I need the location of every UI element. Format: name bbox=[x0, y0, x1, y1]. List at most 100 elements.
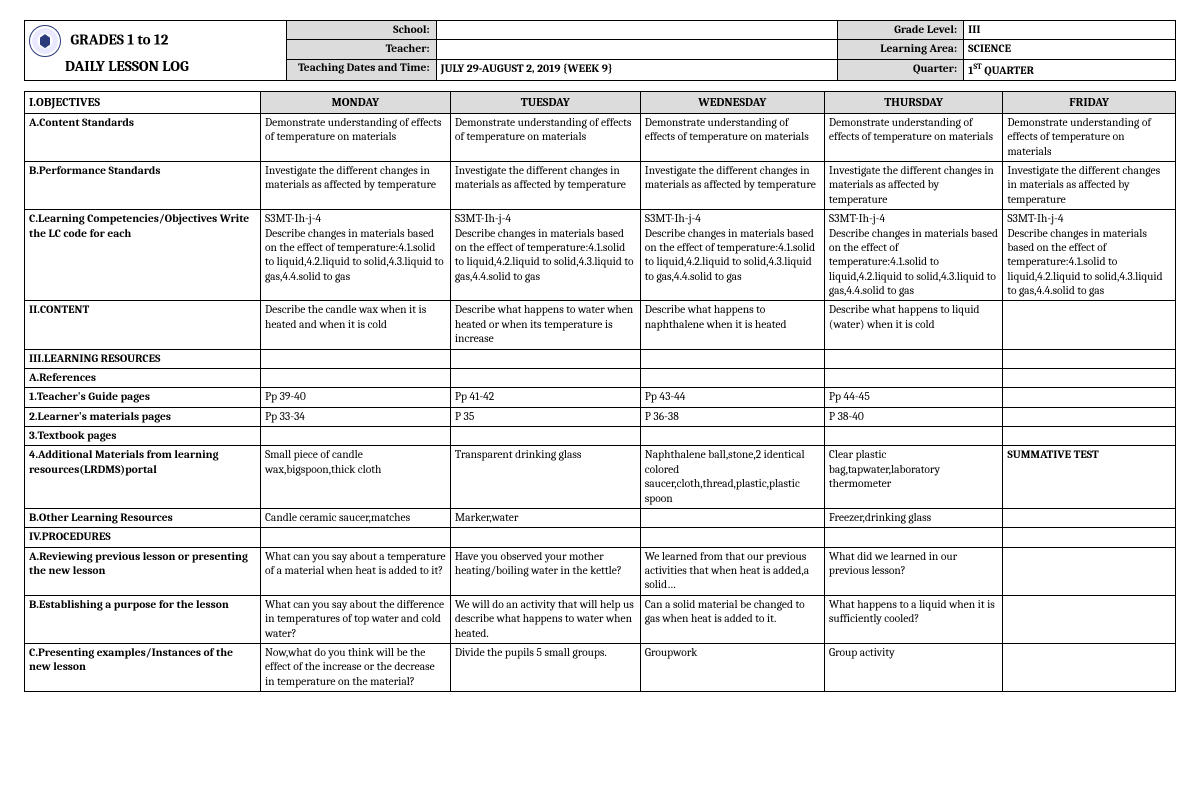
col-wednesday: WEDNESDAY bbox=[640, 91, 824, 113]
row-competencies: C.Learning Competencies/Objectives Write… bbox=[25, 210, 1176, 301]
label-content-standards: A.Content Standards bbox=[25, 113, 261, 161]
cell: S3MT-Ih-j-4Describe changes in materials… bbox=[260, 210, 450, 301]
cell: Demonstrate understanding of effects of … bbox=[640, 113, 824, 161]
cell: We will do an activity that will help us… bbox=[450, 595, 640, 643]
cell: Transparent drinking glass bbox=[450, 446, 640, 509]
cell: What can you say about a temperature of … bbox=[260, 547, 450, 595]
row-performance-standards: B.Performance Standards Investigate the … bbox=[25, 162, 1176, 210]
cell bbox=[1003, 427, 1176, 446]
col-tuesday: TUESDAY bbox=[450, 91, 640, 113]
cell: Freezer,drinking glass bbox=[824, 508, 1002, 527]
cell: What happens to a liquid when it is suff… bbox=[824, 595, 1002, 643]
document-title: GRADES 1 to 12 DAILY LESSON LOG bbox=[25, 21, 287, 81]
label-review: A.Reviewing previous lesson or presentin… bbox=[25, 547, 261, 595]
cell: Divide the pupils 5 small groups. bbox=[450, 643, 640, 691]
cell bbox=[450, 368, 640, 387]
row-content-standards: A.Content Standards Demonstrate understa… bbox=[25, 113, 1176, 161]
cell: Pp 43-44 bbox=[640, 388, 824, 407]
value-grade: III bbox=[964, 21, 1176, 40]
cell: Investigate the different changes in mat… bbox=[1003, 162, 1176, 210]
label-learning-resources: III.LEARNING RESOURCES bbox=[25, 349, 261, 368]
row-textbook: 3.Textbook pages bbox=[25, 427, 1176, 446]
cell bbox=[1003, 388, 1176, 407]
cell: Pp 44-45 bbox=[824, 388, 1002, 407]
cell: Demonstrate understanding of effects of … bbox=[260, 113, 450, 161]
cell bbox=[824, 528, 1002, 547]
cell: Demonstrate understanding of effects of … bbox=[450, 113, 640, 161]
label-learners-materials: 2.Learner's materials pages bbox=[25, 407, 261, 426]
label-competencies: C.Learning Competencies/Objectives Write… bbox=[25, 210, 261, 301]
label-dates: Teaching Dates and Time: bbox=[286, 59, 436, 80]
value-area: SCIENCE bbox=[964, 40, 1176, 59]
cell bbox=[450, 528, 640, 547]
cell bbox=[260, 349, 450, 368]
cell bbox=[1003, 528, 1176, 547]
label-textbook: 3.Textbook pages bbox=[25, 427, 261, 446]
label-purpose: B.Establishing a purpose for the lesson bbox=[25, 595, 261, 643]
cell bbox=[260, 427, 450, 446]
cell: Investigate the different changes in mat… bbox=[824, 162, 1002, 210]
cell bbox=[1003, 643, 1176, 691]
cell: Have you observed your mother heating/bo… bbox=[450, 547, 640, 595]
label-presenting: C.Presenting examples/Instances of the n… bbox=[25, 643, 261, 691]
cell: P 35 bbox=[450, 407, 640, 426]
cell bbox=[824, 427, 1002, 446]
cell: Can a solid material be changed to gas w… bbox=[640, 595, 824, 643]
cell bbox=[260, 528, 450, 547]
value-school bbox=[436, 21, 838, 40]
cell: Clear plastic bag,tapwater,laboratory th… bbox=[824, 446, 1002, 509]
col-monday: MONDAY bbox=[260, 91, 450, 113]
cell: Pp 33-34 bbox=[260, 407, 450, 426]
row-learning-resources: III.LEARNING RESOURCES bbox=[25, 349, 1176, 368]
col-thursday: THURSDAY bbox=[824, 91, 1002, 113]
cell bbox=[450, 349, 640, 368]
deped-logo-icon bbox=[29, 25, 61, 57]
lesson-log-table: I.OBJECTIVES MONDAY TUESDAY WEDNESDAY TH… bbox=[24, 91, 1176, 692]
cell: Marker,water bbox=[450, 508, 640, 527]
row-references: A.References bbox=[25, 368, 1176, 387]
label-content: II.CONTENT bbox=[25, 301, 261, 349]
cell bbox=[824, 349, 1002, 368]
label-references: A.References bbox=[25, 368, 261, 387]
cell: Small piece of candle wax,bigspoon,thick… bbox=[260, 446, 450, 509]
value-dates: JULY 29-AUGUST 2, 2019 {WEEK 9} bbox=[436, 59, 838, 80]
cell bbox=[1003, 349, 1176, 368]
row-review: A.Reviewing previous lesson or presentin… bbox=[25, 547, 1176, 595]
cell bbox=[1003, 301, 1176, 349]
row-other-resources: B.Other Learning Resources Candle cerami… bbox=[25, 508, 1176, 527]
cell: S3MT-Ih-j-4Describe changes in materials… bbox=[450, 210, 640, 301]
cell bbox=[260, 368, 450, 387]
cell bbox=[640, 427, 824, 446]
label-procedures: IV.PROCEDURES bbox=[25, 528, 261, 547]
label-grade: Grade Level: bbox=[838, 21, 964, 40]
cell bbox=[640, 349, 824, 368]
label-teachers-guide: 1.Teacher's Guide pages bbox=[25, 388, 261, 407]
row-procedures: IV.PROCEDURES bbox=[25, 528, 1176, 547]
cell-summative: SUMMATIVE TEST bbox=[1003, 446, 1176, 509]
title-line2: DAILY LESSON LOG bbox=[65, 57, 189, 75]
cell: What did we learned in our previous less… bbox=[824, 547, 1002, 595]
cell: Demonstrate understanding of effects of … bbox=[1003, 113, 1176, 161]
cell bbox=[640, 528, 824, 547]
cell bbox=[1003, 407, 1176, 426]
cell: Now,what do you think will be the effect… bbox=[260, 643, 450, 691]
cell: What can you say about the difference in… bbox=[260, 595, 450, 643]
label-area: Learning Area: bbox=[838, 40, 964, 59]
value-quarter: 1ST QUARTER bbox=[964, 59, 1176, 80]
cell bbox=[1003, 595, 1176, 643]
col-friday: FRIDAY bbox=[1003, 91, 1176, 113]
cell: P 38-40 bbox=[824, 407, 1002, 426]
label-additional-materials: 4.Additional Materials from learning res… bbox=[25, 446, 261, 509]
cell: Naphthalene ball,stone,2 identical color… bbox=[640, 446, 824, 509]
cell: P 36-38 bbox=[640, 407, 824, 426]
cell: Describe what happens to water when heat… bbox=[450, 301, 640, 349]
row-learners-materials: 2.Learner's materials pages Pp 33-34 P 3… bbox=[25, 407, 1176, 426]
cell bbox=[824, 368, 1002, 387]
cell: S3MT-Ih-j-4Describe changes in materials… bbox=[824, 210, 1002, 301]
header-table: GRADES 1 to 12 DAILY LESSON LOG School: … bbox=[24, 20, 1176, 81]
cell: Demonstrate understanding of effects of … bbox=[824, 113, 1002, 161]
cell: Pp 39-40 bbox=[260, 388, 450, 407]
cell bbox=[1003, 508, 1176, 527]
cell bbox=[450, 427, 640, 446]
cell: Investigate the different changes in mat… bbox=[640, 162, 824, 210]
